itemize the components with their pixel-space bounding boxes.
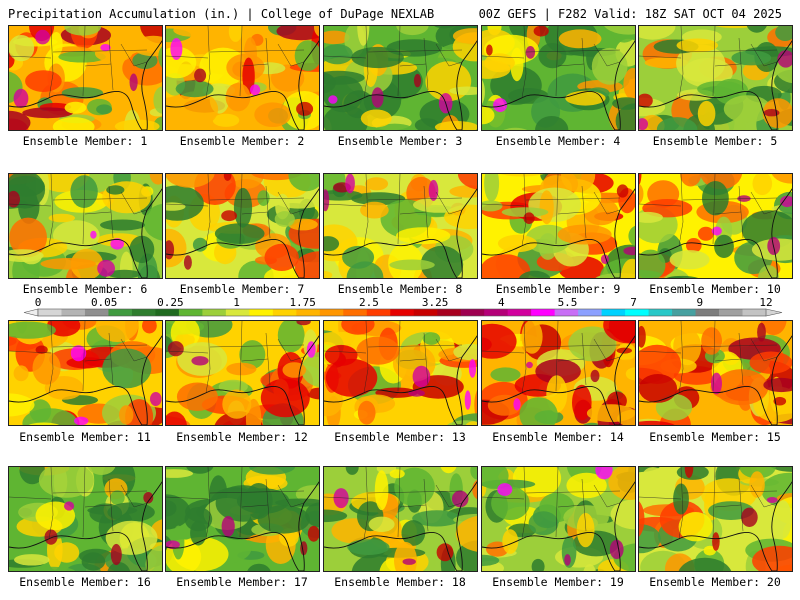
colorbar-swatch bbox=[531, 309, 556, 316]
ensemble-map-panel bbox=[323, 320, 478, 426]
colorbar-tick-label: 0.25 bbox=[157, 296, 184, 309]
colorbar-swatch bbox=[366, 309, 391, 316]
colorbar-swatch bbox=[272, 309, 297, 316]
member-caption: Ensemble Member: 9 bbox=[495, 282, 621, 296]
colorbar-swatch bbox=[625, 309, 650, 316]
colorbar-tick-label: 0 bbox=[35, 296, 42, 309]
colorbar-swatch bbox=[507, 309, 532, 316]
member-caption: Ensemble Member: 11 bbox=[19, 430, 151, 444]
ensemble-map-panel bbox=[638, 173, 793, 279]
ensemble-map-panel bbox=[165, 466, 320, 572]
ensemble-map-panel bbox=[481, 173, 636, 279]
colorbar-tick-label: 4 bbox=[498, 296, 505, 309]
precip-colorbar: 0 0.05 0.25 1 1.75 2.5 3.25 4 5.5 7 9 12 bbox=[23, 296, 783, 317]
member-caption: Ensemble Member: 12 bbox=[176, 430, 308, 444]
member-caption: Ensemble Member: 2 bbox=[179, 134, 305, 148]
colorbar-tick-label: 1 bbox=[233, 296, 240, 309]
member-caption: Ensemble Member: 5 bbox=[652, 134, 778, 148]
colorbar-swatch bbox=[319, 309, 344, 316]
model-run-info: 00Z GEFS | F282 Valid: 18Z SAT OCT 04 20… bbox=[478, 7, 782, 21]
colorbar-tick-label: 9 bbox=[696, 296, 703, 309]
map-title: Precipitation Accumulation (in.) | Colle… bbox=[8, 7, 435, 21]
member-caption: Ensemble Member: 20 bbox=[649, 575, 781, 589]
ensemble-map-panel bbox=[481, 320, 636, 426]
member-caption: Ensemble Member: 14 bbox=[492, 430, 624, 444]
ensemble-map-panel bbox=[638, 320, 793, 426]
colorbar-swatch bbox=[601, 309, 626, 316]
ensemble-map-panel bbox=[8, 25, 163, 131]
colorbar-swatch bbox=[578, 309, 603, 316]
colorbar-swatch bbox=[742, 309, 767, 316]
colorbar-swatch bbox=[719, 309, 744, 316]
member-caption: Ensemble Member: 7 bbox=[179, 282, 305, 296]
member-caption: Ensemble Member: 8 bbox=[337, 282, 463, 296]
colorbar-swatch bbox=[413, 309, 438, 316]
colorbar-swatch bbox=[672, 309, 697, 316]
colorbar-swatch bbox=[225, 309, 250, 316]
ensemble-map-panel bbox=[323, 25, 478, 131]
member-caption: Ensemble Member: 3 bbox=[337, 134, 463, 148]
member-caption: Ensemble Member: 17 bbox=[176, 575, 308, 589]
member-caption: Ensemble Member: 18 bbox=[334, 575, 466, 589]
member-caption: Ensemble Member: 13 bbox=[334, 430, 466, 444]
colorbar-tick-label: 5.5 bbox=[558, 296, 578, 309]
colorbar-swatch bbox=[296, 309, 321, 316]
colorbar-swatch bbox=[84, 309, 109, 316]
member-caption: Ensemble Member: 4 bbox=[495, 134, 621, 148]
colorbar-swatch bbox=[202, 309, 227, 316]
member-caption: Ensemble Member: 10 bbox=[649, 282, 781, 296]
ensemble-map-panel bbox=[323, 466, 478, 572]
colorbar-tick-label: 7 bbox=[630, 296, 637, 309]
member-caption: Ensemble Member: 1 bbox=[22, 134, 148, 148]
ensemble-map-panel bbox=[165, 25, 320, 131]
colorbar-tick-label: 12 bbox=[759, 296, 772, 309]
colorbar-swatch bbox=[343, 309, 368, 316]
ensemble-map-panel bbox=[8, 173, 163, 279]
ensemble-map-panel bbox=[638, 25, 793, 131]
member-caption: Ensemble Member: 15 bbox=[649, 430, 781, 444]
ensemble-map-panel bbox=[8, 320, 163, 426]
colorbar-swatch bbox=[155, 309, 180, 316]
colorbar-swatch bbox=[484, 309, 509, 316]
colorbar-swatch bbox=[249, 309, 274, 316]
colorbar-swatch bbox=[554, 309, 579, 316]
ensemble-map-panel bbox=[481, 25, 636, 131]
colorbar-swatch bbox=[131, 309, 156, 316]
colorbar-swatch bbox=[61, 309, 86, 316]
colorbar-swatch bbox=[648, 309, 673, 316]
member-caption: Ensemble Member: 16 bbox=[19, 575, 151, 589]
colorbar-swatch bbox=[38, 309, 62, 316]
ensemble-map-panel bbox=[638, 466, 793, 572]
colorbar-swatch bbox=[695, 309, 720, 316]
colorbar-tick-label: 1.75 bbox=[289, 296, 316, 309]
member-caption: Ensemble Member: 19 bbox=[492, 575, 624, 589]
colorbar-swatch bbox=[178, 309, 203, 316]
ensemble-map-panel bbox=[165, 320, 320, 426]
ensemble-map-panel bbox=[165, 173, 320, 279]
colorbar-swatch bbox=[437, 309, 462, 316]
member-caption: Ensemble Member: 6 bbox=[22, 282, 148, 296]
ensemble-map-panel bbox=[8, 466, 163, 572]
ensemble-map-panel bbox=[481, 466, 636, 572]
colorbar-tick-label: 2.5 bbox=[359, 296, 379, 309]
colorbar-swatch bbox=[460, 309, 485, 316]
colorbar-tick-label: 0.05 bbox=[91, 296, 118, 309]
colorbar-swatch bbox=[108, 309, 133, 316]
colorbar-swatch bbox=[390, 309, 415, 316]
colorbar-tick-label: 3.25 bbox=[422, 296, 449, 309]
ensemble-map-panel bbox=[323, 173, 478, 279]
